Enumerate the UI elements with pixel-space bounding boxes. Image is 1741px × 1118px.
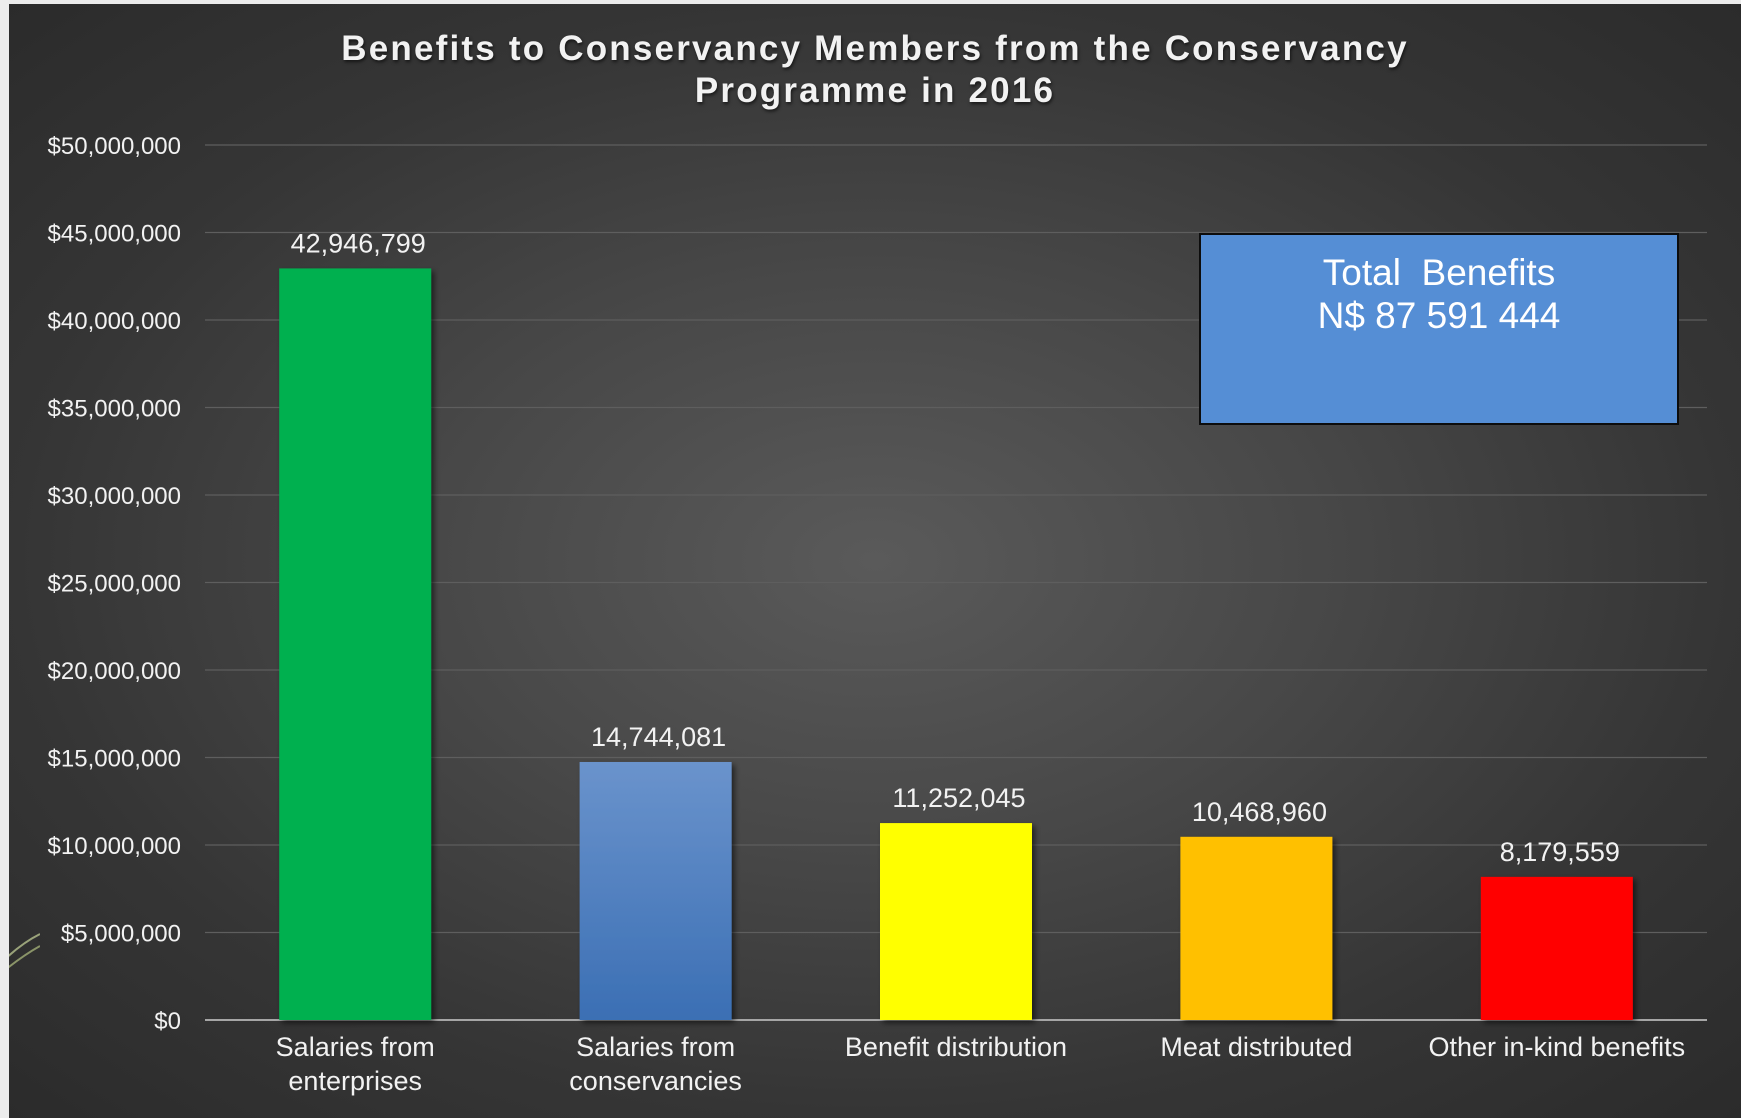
y-tick-label: $5,000,000 — [61, 921, 181, 948]
y-tick-label: $20,000,000 — [48, 658, 181, 685]
x-category-label: conservancies — [569, 1066, 742, 1096]
x-category-label: Salaries from — [576, 1032, 735, 1062]
bar — [279, 268, 432, 1020]
bar-chart: $0 $5,000,000 $10,000,000 $15,000,000 $20,00… — [48, 133, 1707, 1096]
x-category-label: enterprises — [288, 1066, 422, 1096]
y-tick-label: $40,000,000 — [48, 308, 181, 335]
total-benefits-label: Total Benefits — [1322, 252, 1556, 293]
bar-data-label: 8,179,559 — [1500, 837, 1620, 867]
bar-data-label: 42,946,799 — [291, 228, 426, 258]
chart-title-line-2: Programme in 2016 — [694, 71, 1056, 110]
x-category-label: Benefit distribution — [845, 1032, 1067, 1062]
total-benefits-box: Total Benefits N$ 87 591 444 — [1199, 233, 1679, 425]
slide-background: Benefits to Conservancy Members from the… — [9, 4, 1741, 1118]
y-tick-label: $30,000,000 — [48, 483, 181, 510]
bar-data-label: 11,252,045 — [892, 783, 1025, 813]
chart-title: Benefits to Conservancy Members from the… — [9, 28, 1741, 112]
x-category-label: Other in-kind benefits — [1428, 1032, 1685, 1062]
bar — [579, 761, 732, 1020]
y-tick-label: $35,000,000 — [48, 396, 181, 423]
y-tick-label: $15,000,000 — [48, 746, 181, 773]
bar-data-label: 14,744,081 — [591, 722, 726, 752]
bar — [1480, 876, 1633, 1020]
y-tick-label: $50,000,000 — [48, 133, 181, 160]
decorative-swoosh-left — [9, 933, 40, 969]
chart-title-line-1: Benefits to Conservancy Members from the… — [341, 29, 1409, 68]
y-tick-label: $0 — [154, 1008, 181, 1035]
y-tick-label: $10,000,000 — [48, 833, 181, 860]
y-tick-label: $25,000,000 — [48, 571, 181, 598]
bar-data-label: 10,468,960 — [1192, 797, 1327, 827]
total-benefits-value: N$ 87 591 444 — [1317, 295, 1561, 336]
bar — [880, 823, 1032, 1020]
y-tick-label: $45,000,000 — [48, 221, 181, 248]
x-category-label: Salaries from — [276, 1032, 435, 1062]
bar — [1180, 836, 1333, 1020]
x-category-label: Meat distributed — [1160, 1032, 1352, 1062]
